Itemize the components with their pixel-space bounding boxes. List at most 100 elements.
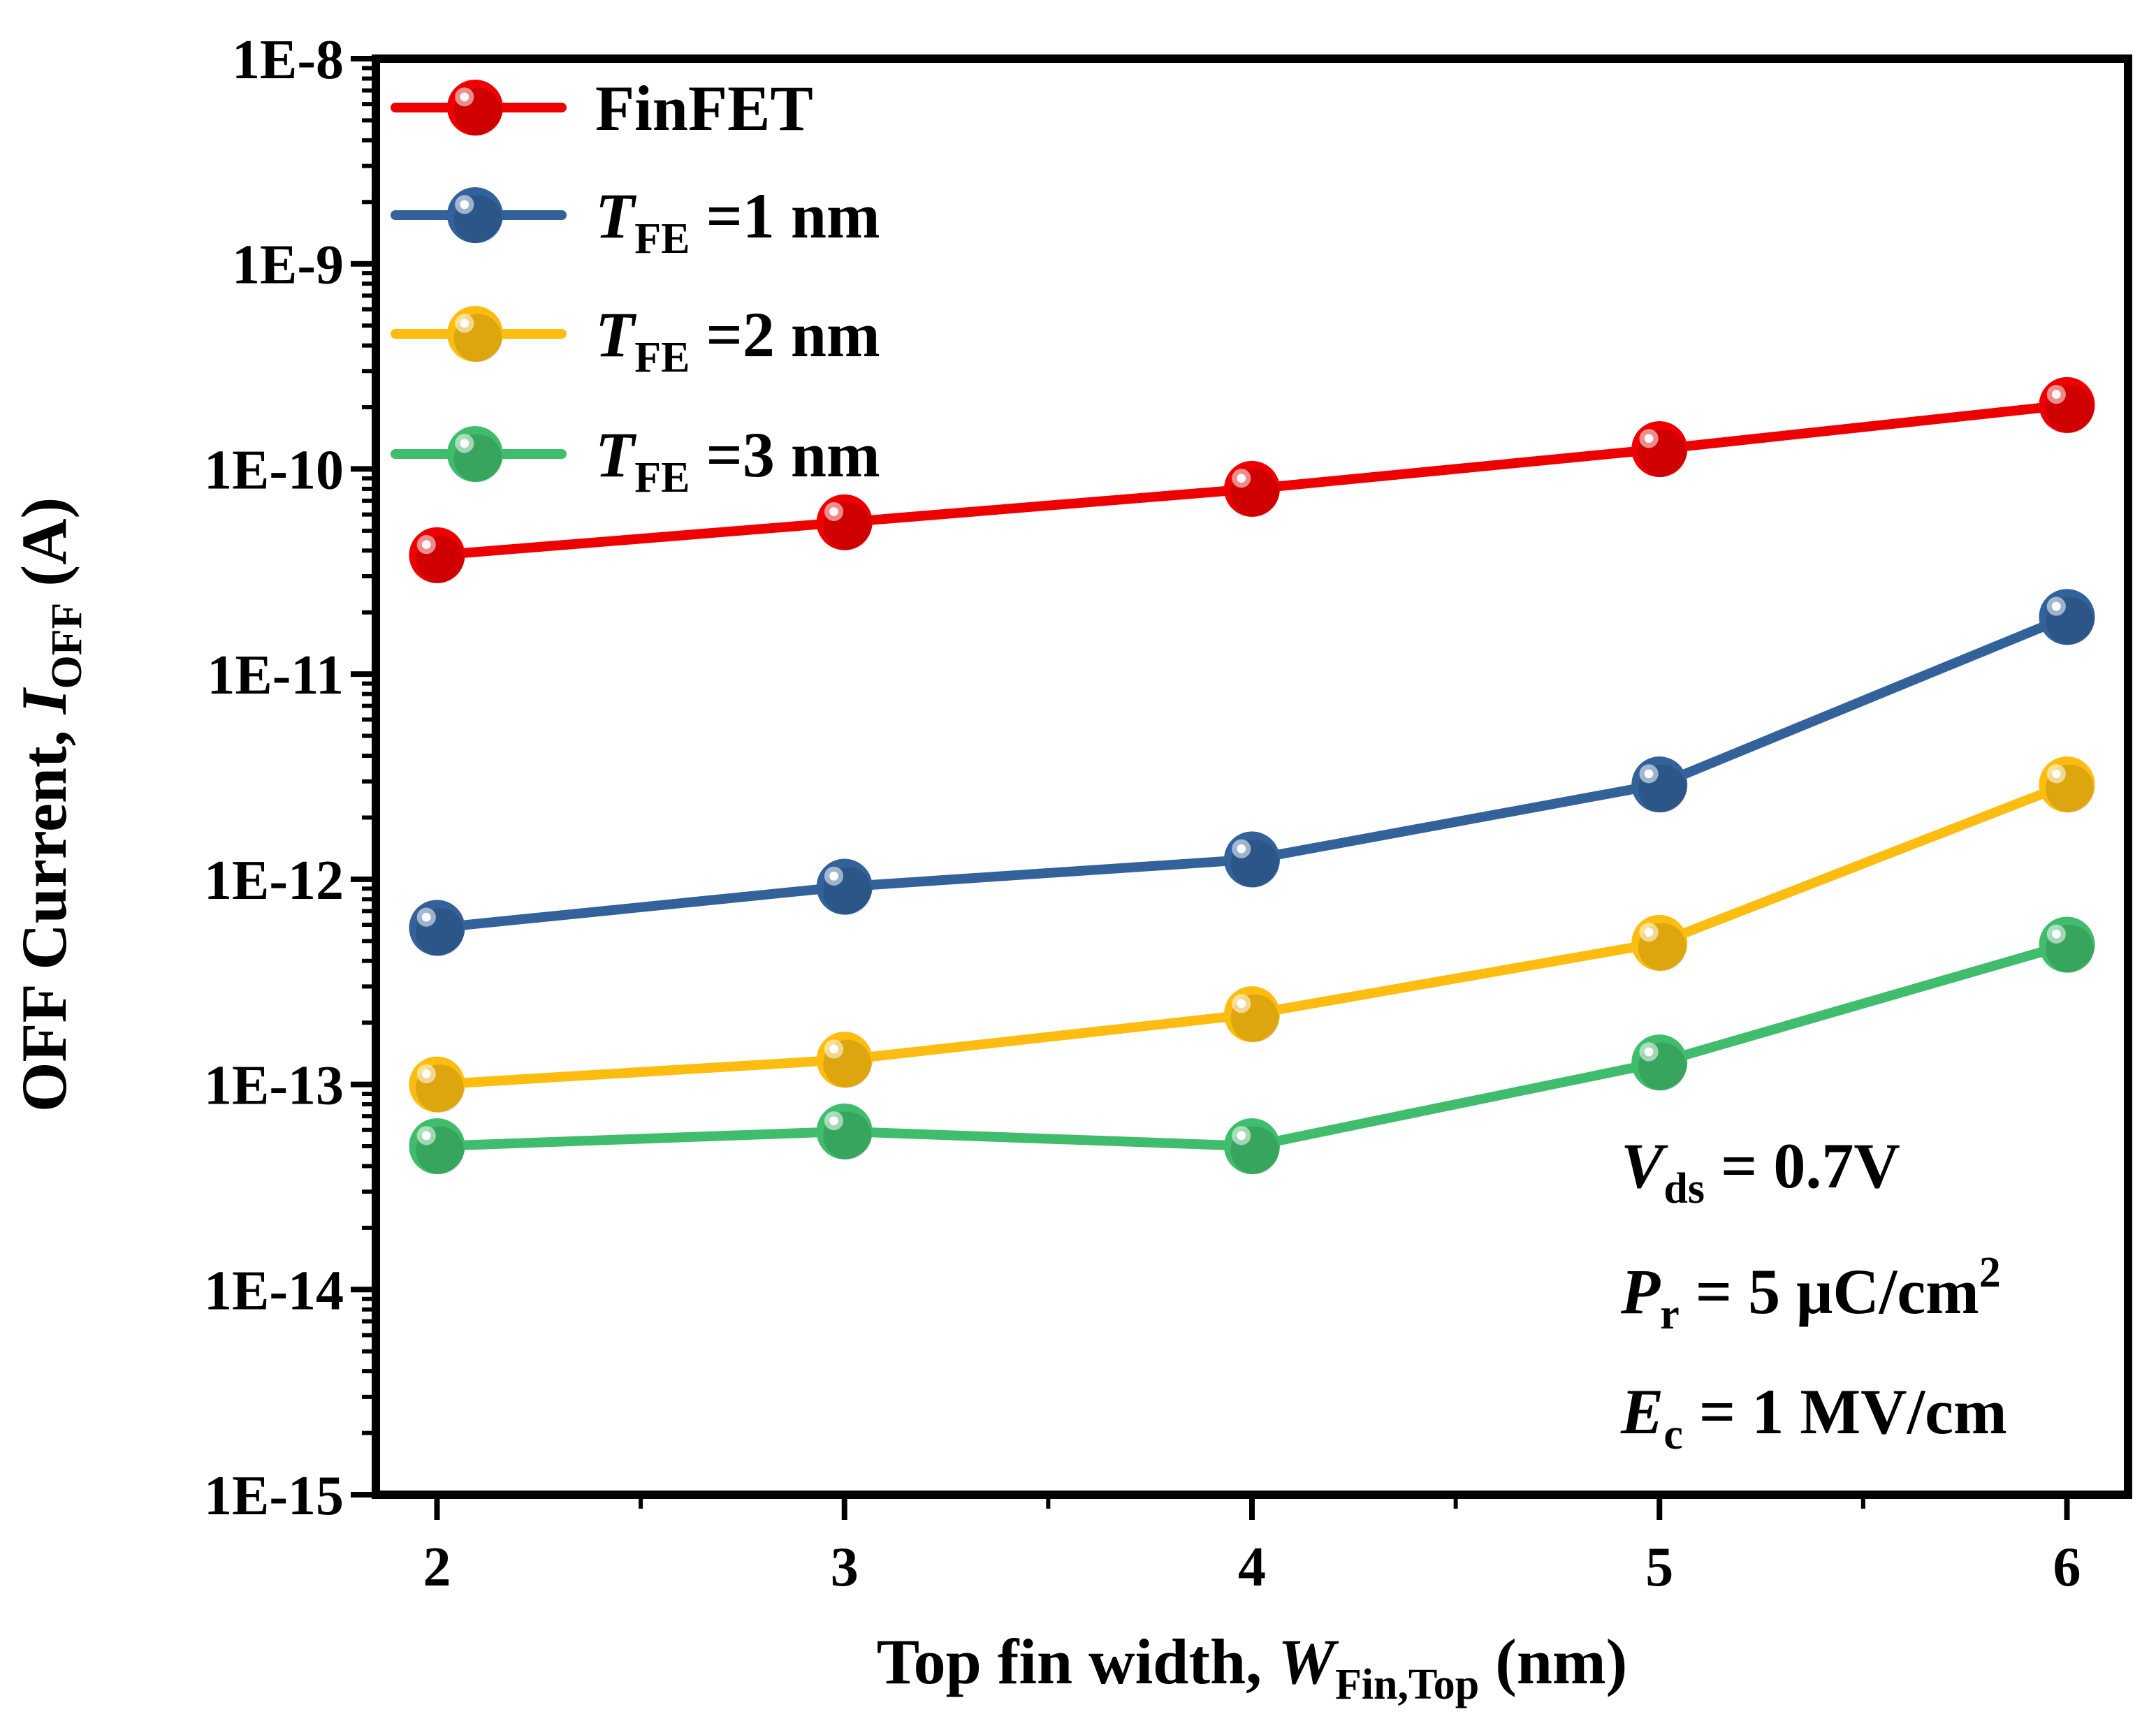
data-point bbox=[816, 858, 873, 915]
y-tick-label: 1E-9 bbox=[232, 235, 344, 296]
x-tick-label: 4 bbox=[1238, 1537, 1266, 1598]
data-point-highlight bbox=[829, 1044, 838, 1054]
series-3 bbox=[409, 916, 2095, 1175]
data-point-highlight bbox=[2051, 769, 2061, 779]
series-2 bbox=[409, 756, 2095, 1113]
legend-entry-3: TFE =3 nm bbox=[391, 419, 880, 501]
legend-sub: FE bbox=[634, 215, 690, 263]
series-0 bbox=[409, 376, 2095, 584]
y-tick-label: 1E-15 bbox=[204, 1465, 344, 1527]
legend-label: TFE =3 nm bbox=[595, 419, 880, 501]
data-point bbox=[2039, 376, 2095, 434]
legend-label: TFE =2 nm bbox=[595, 299, 880, 381]
y-tick-label: 1E-13 bbox=[204, 1055, 344, 1117]
data-point bbox=[409, 527, 465, 584]
x-tick-label: 2 bbox=[423, 1537, 451, 1598]
data-point bbox=[447, 80, 503, 136]
y-tick-label: 1E-8 bbox=[232, 29, 344, 91]
annotation-text: = 5 μC/cm bbox=[1680, 1256, 1979, 1327]
legend-suffix: =3 nm bbox=[690, 419, 880, 490]
data-point bbox=[1631, 756, 1688, 813]
legend-suffix: =1 nm bbox=[690, 180, 880, 251]
data-point bbox=[409, 1056, 465, 1113]
data-point bbox=[2039, 916, 2095, 973]
data-point-highlight bbox=[1237, 999, 1246, 1009]
data-point-highlight bbox=[1237, 844, 1246, 854]
data-point-highlight bbox=[460, 200, 469, 210]
annotation-sub: ds bbox=[1663, 1165, 1705, 1213]
data-point bbox=[1224, 986, 1280, 1043]
y-tick-label: 1E-14 bbox=[204, 1260, 344, 1321]
data-point-highlight bbox=[1644, 928, 1654, 937]
legend-sub: FE bbox=[634, 454, 690, 501]
annotation-sub: c bbox=[1663, 1411, 1683, 1458]
plot-frame bbox=[372, 54, 2132, 1499]
data-point-highlight bbox=[1644, 434, 1654, 444]
data-point bbox=[447, 306, 503, 363]
legend-name: FinFET bbox=[595, 73, 813, 144]
legend-sub: FE bbox=[634, 334, 690, 381]
legend-entry-1: TFE =1 nm bbox=[391, 180, 880, 263]
data-point bbox=[816, 1103, 873, 1160]
data-point-highlight bbox=[421, 540, 431, 550]
data-point bbox=[2039, 756, 2095, 813]
data-point bbox=[2039, 589, 2095, 645]
data-point bbox=[816, 494, 873, 551]
legend-label: FinFET bbox=[595, 73, 813, 144]
legend-label: TFE =1 nm bbox=[595, 180, 880, 263]
legend-suffix: =2 nm bbox=[690, 299, 880, 370]
y-axis-title: OFF Current, IOFF (A) bbox=[8, 497, 91, 1112]
series-1 bbox=[409, 589, 2095, 956]
y-tick-label: 1E-11 bbox=[207, 645, 344, 706]
data-point-highlight bbox=[2051, 929, 2061, 939]
data-point bbox=[1631, 420, 1688, 478]
data-point bbox=[1224, 460, 1280, 518]
data-point-highlight bbox=[1644, 1047, 1654, 1057]
data-point bbox=[1224, 1118, 1280, 1175]
annotation-var: E bbox=[1620, 1376, 1663, 1447]
data-point bbox=[1631, 914, 1688, 972]
data-point-highlight bbox=[460, 318, 469, 328]
legend-var: T bbox=[595, 299, 637, 370]
data-point bbox=[447, 426, 503, 483]
y-tick-label: 1E-12 bbox=[204, 850, 344, 911]
data-point bbox=[409, 900, 465, 956]
annotation-sub: r bbox=[1660, 1291, 1680, 1338]
x-tick-label: 6 bbox=[2053, 1537, 2081, 1598]
y-tick-label: 1E-10 bbox=[204, 439, 344, 501]
annotation-sup: 2 bbox=[1979, 1249, 2001, 1296]
data-point bbox=[1224, 831, 1280, 888]
data-point-highlight bbox=[421, 1131, 431, 1141]
data-point-highlight bbox=[460, 439, 469, 448]
legend-var: T bbox=[595, 419, 637, 490]
data-point-highlight bbox=[1644, 769, 1654, 779]
data-point-highlight bbox=[2051, 390, 2061, 400]
annotation-var: P bbox=[1620, 1256, 1661, 1327]
x-axis-title: Top fin width, WFin,Top (nm) bbox=[877, 1626, 1628, 1708]
data-point-highlight bbox=[1237, 474, 1246, 483]
x-tick-label: 3 bbox=[831, 1537, 859, 1598]
legend-entry-0: FinFET bbox=[391, 73, 813, 144]
data-point bbox=[816, 1032, 873, 1088]
annotation-text: = 1 MV/cm bbox=[1683, 1376, 2007, 1447]
data-point bbox=[409, 1118, 465, 1175]
data-point-highlight bbox=[2051, 601, 2061, 611]
annotation-text: = 0.7V bbox=[1705, 1130, 1900, 1201]
data-point-highlight bbox=[460, 92, 469, 102]
data-point-highlight bbox=[1237, 1131, 1246, 1141]
annotation-1: Pr = 5 μC/cm2 bbox=[1620, 1249, 2001, 1338]
annotation-0: Vds = 0.7V bbox=[1621, 1130, 1900, 1213]
data-point-highlight bbox=[829, 507, 838, 516]
data-point-highlight bbox=[829, 1116, 838, 1126]
data-point bbox=[447, 187, 503, 244]
data-point-highlight bbox=[421, 912, 431, 922]
annotation-2: Ec = 1 MV/cm bbox=[1620, 1376, 2007, 1458]
data-point-highlight bbox=[421, 1069, 431, 1078]
x-tick-label: 5 bbox=[1645, 1537, 1673, 1598]
series-line bbox=[437, 939, 2069, 1151]
data-point-highlight bbox=[829, 871, 838, 881]
data-point bbox=[1631, 1034, 1688, 1091]
annotation-var: V bbox=[1621, 1130, 1668, 1201]
legend-entry-2: TFE =2 nm bbox=[391, 299, 880, 381]
